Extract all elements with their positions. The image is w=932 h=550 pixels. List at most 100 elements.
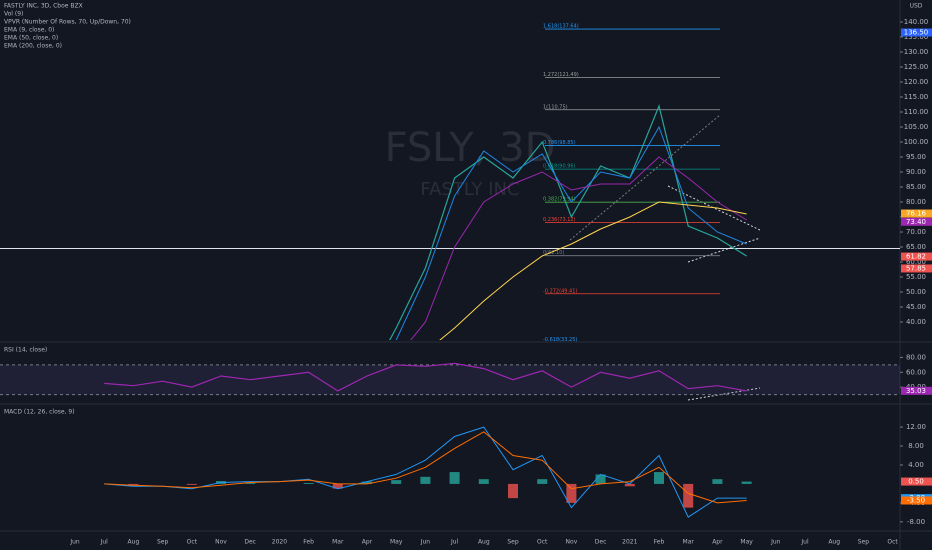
x-tick-label: Dec — [244, 539, 256, 546]
histogram-bar — [420, 476, 431, 484]
y-tick-label: 135.00 — [904, 33, 929, 41]
y-tick-label: 4.00 — [908, 461, 924, 469]
y-tick-label: 50.00 — [906, 288, 926, 296]
price-label: 61.82 — [906, 253, 926, 261]
y-tick-label: 95.00 — [906, 153, 926, 161]
x-tick-label: Jul — [100, 539, 109, 546]
y-tick-label: 8.00 — [908, 442, 924, 450]
histogram-bar — [303, 482, 314, 484]
indicator-label: Vol (9) — [4, 11, 23, 18]
x-tick-label: Jun — [420, 539, 431, 546]
fib-label: -0.272(49.41) — [543, 288, 577, 294]
y-tick-label: 55.00 — [906, 273, 926, 281]
watermark: FSLY, 3D — [385, 125, 556, 171]
y-tick-label: -8.00 — [907, 518, 925, 526]
histogram-bar — [741, 481, 752, 484]
ema-line — [395, 125, 747, 340]
price-line — [389, 104, 747, 340]
macd-line — [104, 426, 747, 518]
rsi-title: RSI (14, close) — [4, 347, 47, 354]
x-tick-label: Nov — [566, 539, 578, 546]
fib-label: 1.272(121.49) — [543, 72, 579, 78]
y-tick-label: 85.00 — [906, 183, 926, 191]
macd-title: MACD (12, 26, close, 9) — [4, 409, 75, 416]
ema-line — [410, 156, 747, 340]
histogram-bar — [128, 483, 139, 485]
currency: USD — [910, 3, 923, 10]
indicator-label: VPVR (Number Of Rows, 70, Up/Down, 70) — [4, 19, 131, 26]
price-label-box — [901, 209, 932, 218]
histogram-bar — [624, 483, 635, 487]
x-tick-label: Feb — [654, 539, 665, 546]
price-label: -3.50 — [907, 497, 925, 505]
price-label-box — [901, 496, 932, 505]
price-label: 57.85 — [906, 264, 926, 272]
x-tick-label: Oct — [187, 539, 198, 546]
histogram-bar — [537, 479, 548, 484]
trend-line — [687, 237, 761, 263]
x-tick-label: Jul — [450, 539, 459, 546]
price-label-box — [901, 477, 932, 486]
price-label-box — [901, 386, 932, 395]
histogram-bar — [245, 482, 256, 484]
symbol-title: FASTLY INC, 3D, Cboe BZX — [4, 3, 83, 10]
price-label: 136.50 — [904, 29, 929, 37]
y-tick-label: 70.00 — [906, 228, 926, 236]
x-tick-label: Nov — [215, 539, 227, 546]
x-tick-label: Sep — [157, 539, 169, 546]
y-tick-label: 60.00 — [906, 368, 926, 376]
x-tick-label: Aug — [828, 539, 840, 546]
x-tick-label: Apr — [362, 539, 373, 546]
y-tick-label: 130.00 — [904, 48, 929, 56]
y-tick-label: 65.00 — [906, 243, 926, 251]
fib-label: 0.786(98.85) — [543, 140, 576, 146]
x-tick-label: May — [390, 539, 403, 546]
legend-entry: EMA (9, close, 0) — [4, 27, 54, 34]
signal-line — [104, 431, 747, 504]
histogram-bar — [712, 479, 723, 484]
x-tick-label: Dec — [595, 539, 607, 546]
y-tick-label: 120.00 — [904, 78, 929, 86]
histogram-bar — [478, 479, 489, 484]
legend-entry: EMA (200, close, 0) — [4, 43, 62, 50]
x-tick-label: 2021 — [622, 539, 637, 546]
y-tick-label: 105.00 — [904, 123, 929, 131]
price-line — [104, 362, 747, 392]
y-tick-label: 110.00 — [904, 108, 929, 116]
price-label-box — [901, 217, 932, 226]
fib-label: 0(62.10) — [543, 250, 564, 256]
y-tick-label: 45.00 — [906, 303, 926, 311]
trend-line — [569, 114, 721, 241]
fib-label: 1.618(137.64) — [543, 24, 579, 30]
price-label: 76.16 — [906, 210, 927, 218]
x-tick-label: Aug — [478, 539, 490, 546]
x-tick-label: May — [740, 539, 753, 546]
x-tick-label: Feb — [303, 539, 314, 546]
fib-label: 1(110.75) — [543, 104, 568, 110]
histogram-bar — [362, 481, 372, 484]
y-tick-label: 100.00 — [904, 138, 929, 146]
y-tick-label: 115.00 — [904, 93, 929, 101]
x-tick-label: Sep — [858, 539, 870, 546]
y-tick-label: 80.00 — [906, 198, 926, 206]
price-label: 35.03 — [906, 387, 926, 395]
price-label: 0.50 — [908, 478, 924, 486]
price-label-box — [901, 252, 932, 261]
x-tick-label: Jun — [770, 539, 781, 546]
x-tick-label: Mar — [332, 539, 344, 546]
x-tick-label: Mar — [683, 539, 695, 546]
price-label-box — [901, 264, 932, 273]
histogram-bar — [566, 483, 577, 503]
histogram-bar — [683, 483, 694, 508]
price-label: 73.40 — [906, 218, 926, 226]
fib-label: 0.236(73.12) — [543, 217, 576, 223]
x-tick-label: Aug — [128, 539, 140, 546]
histogram-bar — [508, 483, 518, 499]
x-tick-label: Jun — [69, 539, 80, 546]
histogram-bar — [595, 474, 606, 484]
y-tick-label: 60.00 — [906, 258, 926, 266]
trend-line — [687, 387, 761, 401]
histogram-bar — [186, 483, 197, 485]
